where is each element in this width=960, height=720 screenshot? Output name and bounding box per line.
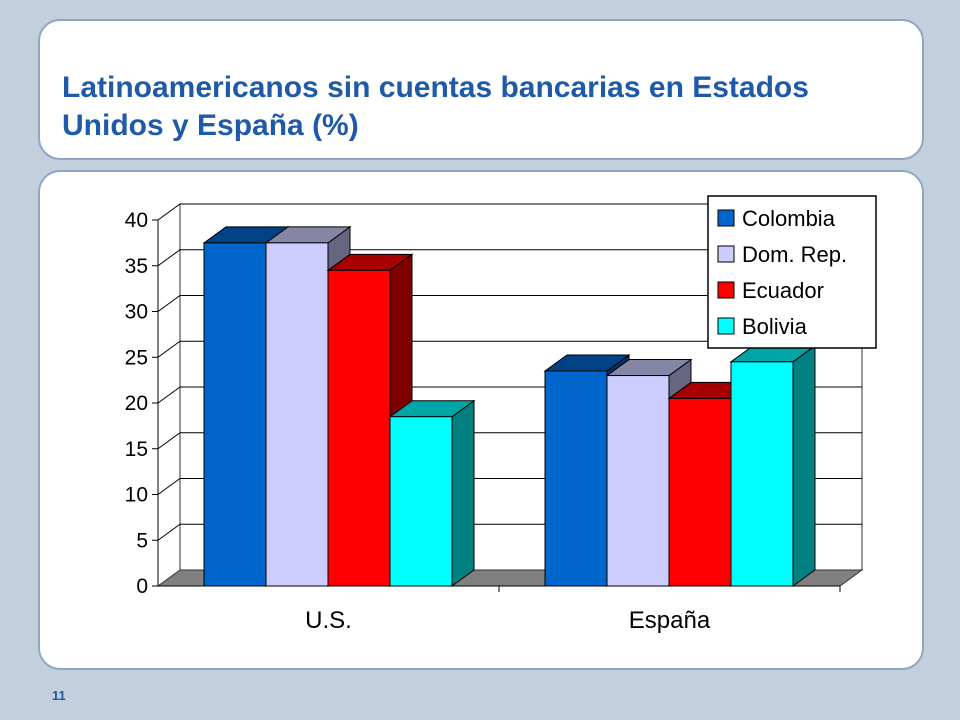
bar-chart: 0 5 10 15 20 25 30 35 40 U.S. España Colombia Dom. R… [125,195,877,634]
bar [265,242,329,587]
gridline [157,340,862,358]
y-tick-label: 30 [125,301,148,324]
slide-number: 11 [52,688,66,703]
y-tick-label: 40 [125,209,148,232]
x-tick-label: España [629,607,711,634]
legend-box [707,195,877,349]
y-tick-label: 0 [136,575,148,598]
y-tick-label: 35 [125,255,148,278]
y-tick-label: 5 [136,529,148,552]
bar [327,269,391,587]
legend-label: Colombia [742,206,836,231]
bar [203,242,267,587]
x-tick-label: U.S. [305,607,352,634]
legend-swatch [717,281,735,299]
y-tick-label: 10 [125,484,148,507]
legend-label: Ecuador [742,278,824,303]
title-panel: Latinoamericanos sin cuentas bancarias e… [38,19,924,160]
legend-swatch [717,317,735,335]
y-tick-label: 15 [125,438,148,461]
bar [544,370,608,587]
gridline [157,249,862,267]
chart-panel: 0 5 10 15 20 25 30 35 40 U.S. España Colombia Dom. R… [38,170,924,670]
chart-title: Latinoamericanos sin cuentas bancarias e… [62,71,809,142]
bar [389,416,453,587]
bar-side [792,344,816,587]
bar [606,375,670,587]
legend-label: Bolivia [742,314,808,339]
gridline [157,295,862,312]
bar [668,397,732,587]
legend-swatch [717,245,735,263]
legend-label: Dom. Rep. [742,242,847,267]
bar [730,361,794,587]
bar-side [451,399,475,587]
gridline [157,203,862,221]
legend-swatch [717,209,735,227]
y-tick-label: 25 [125,346,148,369]
y-tick-label: 20 [125,392,148,415]
